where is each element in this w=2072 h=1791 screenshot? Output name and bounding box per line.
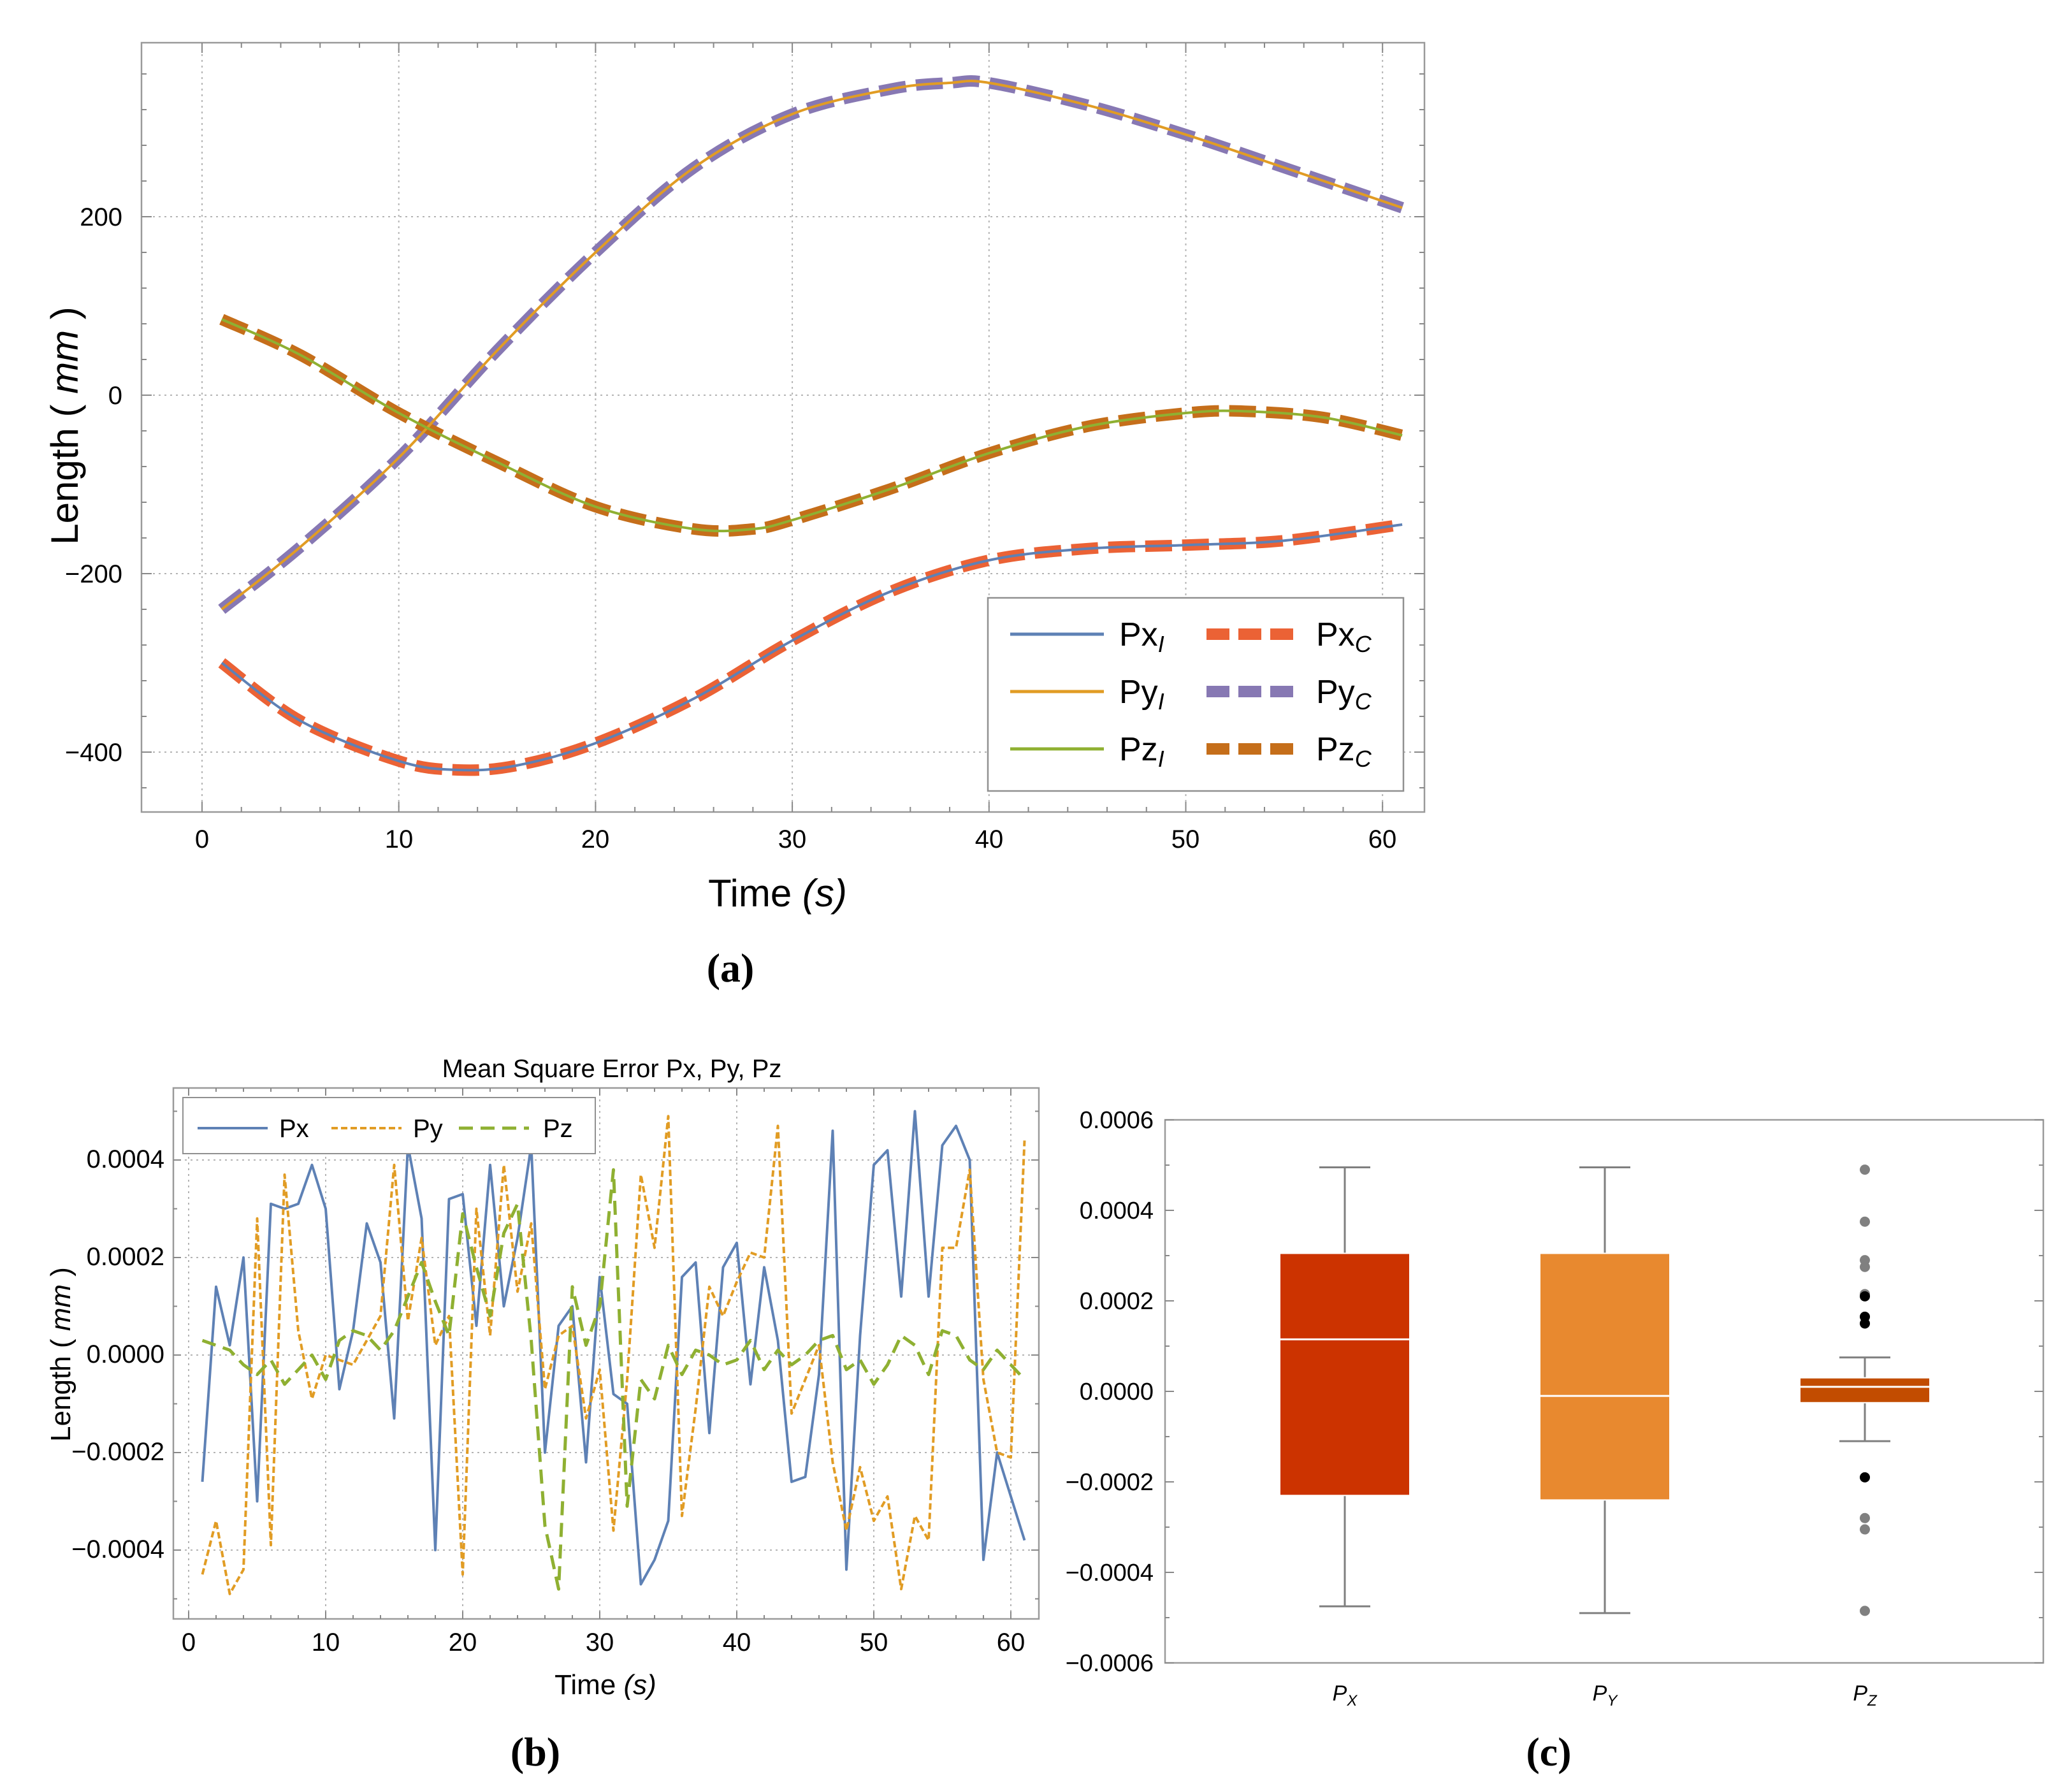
box-pz-outlier-far	[1860, 1261, 1870, 1272]
panel-b-xtick-40: 40	[723, 1628, 751, 1657]
panel-b-xtick-30: 30	[586, 1628, 614, 1657]
panel-a-series	[218, 75, 1404, 776]
panel-b-series-pz	[201, 1168, 1026, 1591]
panel-a-series-px-i	[221, 523, 1403, 772]
panel-a-ytick-minus200: −200	[65, 560, 122, 588]
panel-a-legend-box	[987, 597, 1405, 792]
panel-b-xlabel: Time (s)	[554, 1669, 656, 1700]
panel-a-xtick-20: 20	[581, 825, 610, 853]
panel-c-category-py: PY	[1593, 1681, 1619, 1709]
legend-label-py-computed: PyC	[1316, 674, 1372, 714]
legend-label-pz-computed: PzC	[1316, 731, 1372, 772]
panel-b-series-py	[201, 1115, 1026, 1595]
legend-label-pz-ideal: PzI	[1119, 731, 1164, 772]
box-pz-outlier-far	[1860, 1524, 1870, 1535]
panel-b-series-px	[201, 1110, 1026, 1586]
panel-b-xtick-50: 50	[860, 1628, 888, 1657]
panel-b-legend-box	[182, 1097, 596, 1154]
panel-b-ytick-minus0.0004: −0.0004	[71, 1535, 164, 1563]
box-pz-outlier-near	[1860, 1318, 1870, 1329]
panel-b-ylabel: Length ( mm )	[45, 1267, 76, 1442]
panel-b-xtick-20: 20	[449, 1628, 477, 1657]
panel-a-ytick-200: 200	[80, 203, 122, 231]
legend-label-px-ideal: PxI	[1119, 616, 1164, 657]
panel-b-xtick-0: 0	[182, 1628, 196, 1657]
box-py-iqr	[1539, 1252, 1670, 1501]
panel-c-category-pz: PZ	[1853, 1681, 1878, 1709]
panel-a-ylabel-close: )	[43, 307, 86, 330]
legend-label-pz: Pz	[543, 1115, 573, 1143]
box-pz-outlier-near	[1860, 1291, 1870, 1302]
panel-a-ytick-0: 0	[108, 382, 122, 410]
panel-a-xtick-50: 50	[1171, 825, 1200, 853]
panel-a-ylabel: Length ( mm )	[43, 307, 86, 544]
panel-a-xlabel: Time (s)	[708, 872, 847, 915]
panel-b-series	[201, 1110, 1026, 1595]
panel-b-ytick-0.0000: 0.0000	[87, 1340, 164, 1368]
panel-a-ticks	[141, 43, 1424, 812]
panel-a-caption: (a)	[707, 945, 755, 990]
panel-c-ytick-minus0.0004: −0.0004	[1066, 1560, 1154, 1586]
box-pz-outlier-far	[1860, 1512, 1870, 1523]
legend-label-py: Py	[413, 1115, 443, 1143]
box-pz-iqr	[1799, 1377, 1931, 1403]
panel-c-ytick-0.0002: 0.0002	[1080, 1288, 1154, 1315]
panel-b-plot-frame	[172, 1087, 1040, 1620]
box-pz-outlier-near	[1860, 1472, 1870, 1483]
panel-a-ytick-minus400: −400	[65, 739, 122, 767]
box-px-iqr	[1279, 1252, 1410, 1497]
panel-c-ytick-minus0.0002: −0.0002	[1066, 1469, 1154, 1496]
panel-c-ticks	[1165, 1119, 2043, 1664]
panel-c-caption: (c)	[1526, 1729, 1571, 1774]
panel-a-series-pz-i	[221, 318, 1403, 533]
legend-label-px-computed: PxC	[1316, 616, 1372, 657]
panel-b-title: Mean Square Error Px, Py, Pz	[442, 1055, 782, 1083]
panel-a-chart: 200 0 −200 −400 0 10 20 30 40 50 60 Time…	[43, 41, 1426, 990]
panel-c-chart: 0.0006 0.0004 0.0002 0.0000 −0.0002 −0.0…	[1066, 1107, 2045, 1774]
panel-b-gridlines	[173, 1088, 1039, 1619]
panel-b-ticks	[173, 1088, 1039, 1619]
panel-a-legend: PxI PxC PyI PyC PzI PzC	[987, 597, 1405, 792]
box-pz-outlier-far	[1860, 1164, 1870, 1175]
panel-c-ytick-minus0.0006: −0.0006	[1066, 1650, 1154, 1677]
panel-a-ylabel-text: Length (	[43, 394, 86, 545]
legend-label-py-ideal: PyI	[1119, 674, 1164, 714]
panel-a-xtick-60: 60	[1368, 825, 1397, 853]
panel-b-xtick-60: 60	[997, 1628, 1025, 1657]
panel-b-xtick-10: 10	[312, 1628, 340, 1657]
panel-b-ytick-minus0.0002: −0.0002	[71, 1438, 164, 1466]
panel-b-legend: Px Py Pz	[182, 1097, 596, 1154]
panel-a-xtick-40: 40	[975, 825, 1004, 853]
panel-c-category-px: PX	[1333, 1681, 1358, 1709]
panel-c-ytick-0.0004: 0.0004	[1080, 1198, 1154, 1224]
panel-c-ytick-0.0006: 0.0006	[1080, 1107, 1154, 1134]
panel-a-xlabel-unit: (s)	[802, 872, 847, 915]
box-pz-outlier-far	[1860, 1606, 1870, 1616]
panel-b-chart: Mean Square Error Px, Py, Pz 0.0004 0.00…	[45, 1055, 1040, 1774]
panel-a-ylabel-unit: mm	[43, 330, 86, 394]
panel-b-ytick-0.0002: 0.0002	[87, 1243, 164, 1271]
panel-a-plot-frame	[140, 41, 1426, 813]
panel-c-ytick-0.0000: 0.0000	[1080, 1379, 1154, 1405]
panel-a-xtick-10: 10	[385, 825, 414, 853]
panel-b-caption: (b)	[511, 1729, 560, 1774]
legend-label-px: Px	[279, 1115, 309, 1143]
panel-a-series-py-i	[221, 80, 1403, 611]
panel-b-ytick-0.0004: 0.0004	[87, 1145, 164, 1173]
box-pz-outlier-far	[1860, 1216, 1870, 1227]
panel-a-xtick-0: 0	[195, 825, 209, 853]
panel-a-xtick-30: 30	[778, 825, 807, 853]
panel-c-boxes	[1279, 1164, 1931, 1616]
panel-a-xlabel-text: Time	[708, 872, 802, 915]
